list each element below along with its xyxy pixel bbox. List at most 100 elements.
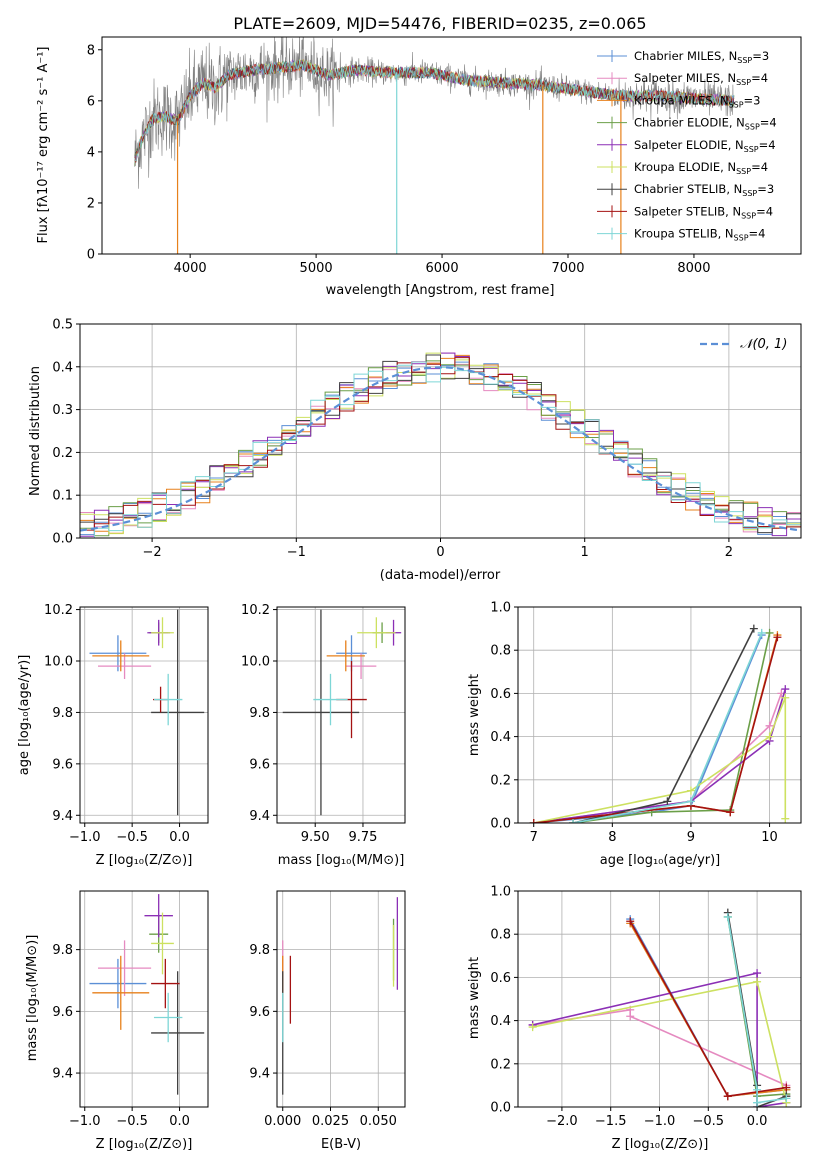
z-weight-ytick-label: 0.2 (490, 1057, 511, 1072)
kroupa_stelib-weight-marker (753, 1098, 762, 1107)
legend-entry-salpeter_miles: Salpeter MILES, NSSP=4 (634, 71, 768, 87)
kroupa_stelib-weight-marker (723, 912, 732, 921)
mass-age-panel: mass [log₁₀(M/M⊙)] 9.50 9.75 9.4 9.6 9.8 10.0… (241, 603, 406, 868)
z-mass-ytick-label: 9.8 (52, 943, 73, 958)
spectrum-xlabel: wavelength [Angstrom, rest frame] (326, 283, 555, 298)
kroupa_stelib-weight-marker (753, 1085, 762, 1094)
z-weight-xlabel: Z [log₁₀(Z/Z⊙)] (612, 1137, 709, 1152)
z-age-plot-area (89, 609, 205, 816)
z-weight-plot-area (528, 908, 791, 1107)
age-weight-ytick-label: 0.6 (490, 687, 511, 702)
spectrum-xtick-label: 5000 (300, 261, 333, 276)
spectrum-xtick-label: 6000 (426, 261, 459, 276)
chabrier_stelib-weight-marker (663, 797, 672, 806)
legend-entry-chabrier_elodie: Chabrier ELODIE, NSSP=4 (634, 116, 777, 132)
z-mass-ytick-label: 9.6 (52, 1005, 73, 1020)
salpeter_elodie-weight-marker (753, 969, 762, 978)
age-weight-xtick-label: 8 (608, 830, 616, 845)
mass-age-ytick-label: 10.0 (241, 655, 270, 670)
normal-distribution-curve (80, 366, 801, 532)
age-weight-xlabel: age [log₁₀(age/yr)] (600, 853, 721, 868)
chabrier_stelib-weight-marker (749, 624, 758, 633)
z-age-ytick-label: 10.0 (44, 655, 73, 670)
kroupa_elodie-weight-marker (753, 977, 762, 986)
salpeter_stelib-weight-marker (782, 1083, 791, 1092)
z-mass-xtick-label: −1.0 (69, 1114, 101, 1129)
z-age-xtick-label: −1.0 (69, 830, 101, 845)
spectrum-xtick-label: 4000 (174, 261, 207, 276)
z-weight-xtick-label: −2.0 (546, 1114, 578, 1129)
z-weight-ytick-label: 0.0 (490, 1101, 511, 1116)
legend-entry-normal: 𝒩(0, 1) (740, 337, 787, 352)
z-age-frame (79, 606, 209, 824)
age-weight-xtick-label: 9 (687, 830, 695, 845)
mass-age-ytick-label: 10.2 (241, 603, 270, 618)
salpeter_miles-weight-marker (765, 721, 774, 730)
residuals-panel: (data-model)/error Normed distribution −… (28, 318, 802, 583)
spectrum-ytick-label: 0 (87, 248, 95, 263)
mass-age-xtick-label: 9.50 (301, 830, 330, 845)
z-mass-xlabel: Z [log₁₀(Z/Z⊙)] (96, 1137, 193, 1152)
legend-entry-chabrier_miles: Chabrier MILES, NSSP=3 (634, 49, 769, 65)
salpeter_elodie-weight-line (533, 688, 787, 823)
z-age-ytick-label: 9.6 (52, 757, 73, 772)
chabrier_miles-weight-line (533, 634, 763, 823)
z-weight-ytick-label: 1.0 (490, 885, 511, 900)
spectrum-legend: Chabrier MILES, NSSP=3 Salpeter MILES, NS… (597, 49, 777, 243)
salpeter_elodie-weight-line (532, 972, 787, 1107)
salpeter_stelib-weight-line (533, 636, 779, 823)
z-age-xtick-label: 0.0 (169, 830, 190, 845)
z-mass-ytick-label: 9.4 (52, 1067, 73, 1082)
spectrum-plot-area (134, 37, 735, 254)
salpeter_stelib-weight-marker (726, 808, 735, 817)
residuals-ylabel: Normed distribution (28, 366, 43, 496)
kroupa_stelib-weight-marker (686, 797, 695, 806)
age-weight-ytick-label: 1.0 (490, 601, 511, 616)
kroupa_stelib-weight-marker (757, 628, 766, 637)
age-weight-xtick-label: 10 (761, 830, 778, 845)
residuals-ytick-label: 0.5 (52, 318, 73, 333)
ebv-mass-xtick-label: 0.000 (264, 1114, 301, 1129)
age-weight-ylabel: mass weight (467, 674, 482, 756)
z-mass-xtick-label: 0.0 (169, 1114, 190, 1129)
z-weight-ytick-label: 0.4 (490, 1014, 511, 1029)
salpeter_stelib-weight-marker (529, 819, 538, 823)
z-weight-ylabel: mass weight (467, 957, 482, 1039)
kroupa_stelib-model-line (134, 59, 735, 162)
ebv-mass-ytick-label: 9.6 (249, 1005, 270, 1020)
kroupa_elodie-weight-marker (781, 814, 790, 823)
legend-entry-kroupa_miles: Kroupa MILES, NSSP=3 (634, 93, 760, 109)
ebv-mass-xtick-label: 0.050 (360, 1114, 397, 1129)
kroupa_elodie-weight-marker (686, 786, 695, 795)
residuals-ytick-label: 0.3 (52, 403, 73, 418)
residuals-xtick-label: −1 (287, 545, 306, 560)
ebv-mass-frame (276, 890, 406, 1108)
spectrum-ytick-label: 8 (87, 43, 95, 58)
z-weight-ytick-label: 0.6 (490, 971, 511, 986)
z-weight-frame (517, 890, 802, 1108)
age-weight-ytick-label: 0.0 (490, 817, 511, 832)
age-weight-xtick-label: 7 (530, 830, 538, 845)
residuals-ytick-label: 0.0 (52, 532, 73, 547)
z-age-xlabel: Z [log₁₀(Z/Z⊙)] (96, 853, 193, 868)
residuals-xtick-label: 2 (725, 545, 733, 560)
spectrum-ytick-label: 2 (87, 196, 95, 211)
salpeter_stelib-weight-marker (626, 917, 635, 926)
z-weight-panel: Z [log₁₀(Z/Z⊙)] mass weight −2.0 −1.5 −1.0… (467, 885, 802, 1152)
z-weight-xtick-label: 0.0 (747, 1114, 768, 1129)
spectrum-ylabel: Flux [fλ10⁻¹⁷ erg cm⁻² s⁻¹ A⁻¹] (36, 47, 51, 244)
z-weight-ytick-label: 0.8 (490, 928, 511, 943)
salpeter_stelib-weight-marker (773, 633, 782, 642)
mass-age-frame (276, 606, 406, 824)
z-mass-frame (79, 890, 209, 1108)
residuals-ytick-label: 0.4 (52, 360, 73, 375)
kroupa_stelib-weight-marker (569, 819, 578, 823)
residuals-xtick-label: −2 (143, 545, 162, 560)
spectrum-title: PLATE=2609, MJD=54476, FIBERID=0235, z=0… (233, 14, 646, 33)
kroupa_stelib-residual-histogram (80, 361, 801, 538)
spectrum-xtick-label: 8000 (677, 261, 710, 276)
ebv-mass-xtick-label: 0.025 (312, 1114, 349, 1129)
z-age-ytick-label: 9.4 (52, 809, 73, 824)
